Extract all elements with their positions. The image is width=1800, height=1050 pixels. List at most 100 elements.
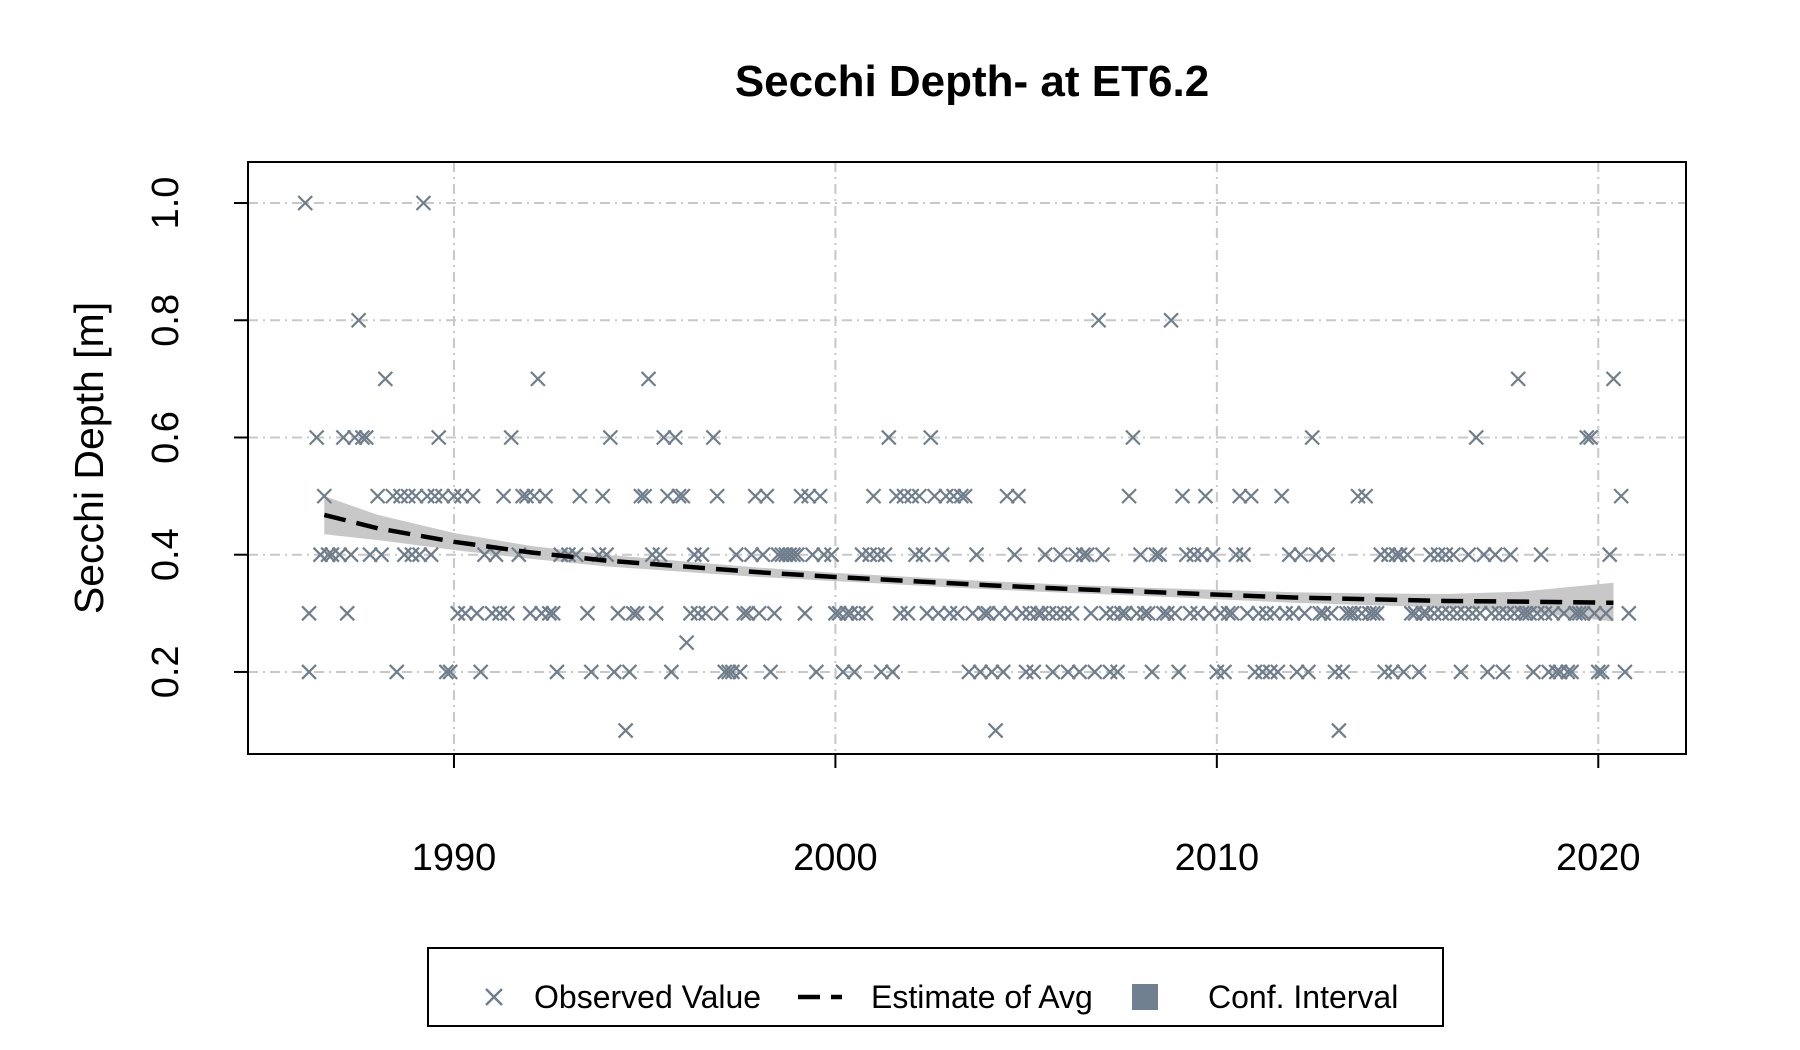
observed-point — [1571, 605, 1587, 622]
observed-point — [1502, 546, 1519, 563]
observed-point — [1380, 546, 1397, 563]
observed-point — [499, 605, 516, 622]
observed-point — [1098, 605, 1114, 622]
observed-point — [884, 664, 901, 680]
observed-point — [800, 488, 817, 504]
legend-label: Conf. Interval — [1208, 979, 1398, 1015]
observed-point — [945, 488, 962, 504]
observed-point — [400, 488, 416, 504]
observed-point — [827, 605, 844, 622]
observed-point — [442, 664, 458, 680]
observed-point — [682, 605, 699, 622]
observed-point — [1144, 664, 1160, 680]
observed-point — [583, 664, 600, 680]
observed-point — [1018, 664, 1034, 680]
observed-point — [984, 664, 1000, 680]
observed-point — [1430, 546, 1446, 563]
observed-point — [1476, 546, 1492, 563]
observed-point — [839, 605, 855, 622]
observed-point — [644, 546, 661, 563]
observed-point — [999, 488, 1015, 504]
estimate-of-avg-line — [323, 512, 1614, 606]
observed-point — [1041, 605, 1057, 622]
observed-point — [1590, 664, 1607, 680]
observed-point — [1239, 605, 1256, 622]
observed-point — [789, 546, 806, 563]
x-tick-label: 2010 — [1175, 837, 1260, 879]
observed-point — [1216, 664, 1233, 680]
y-tick-label: 0.2 — [145, 645, 187, 698]
observed-point — [1014, 605, 1031, 622]
observed-point — [1361, 605, 1378, 622]
observed-point — [934, 546, 950, 563]
observed-point — [671, 488, 687, 504]
observed-point — [568, 546, 584, 563]
confidence-band-layer — [324, 496, 1614, 622]
observed-point — [1296, 605, 1313, 622]
observed-point — [717, 664, 733, 680]
observed-point — [484, 605, 500, 622]
observed-point — [1563, 664, 1580, 680]
observed-point — [900, 605, 916, 622]
observed-point — [1357, 488, 1374, 504]
observed-point — [1228, 546, 1244, 563]
observed-point — [1075, 546, 1092, 563]
observed-point — [919, 605, 935, 622]
observed-point — [1342, 605, 1359, 622]
observed-point — [316, 488, 333, 504]
observed-point — [1273, 488, 1290, 504]
observed-point — [1479, 664, 1496, 680]
observed-point — [713, 605, 729, 622]
observed-point — [1384, 664, 1401, 680]
observed-point — [369, 488, 386, 504]
observed-point — [1117, 605, 1134, 622]
observed-point — [1449, 605, 1465, 622]
observed-point — [450, 605, 466, 622]
observed-point — [358, 429, 375, 446]
observed-point — [1472, 605, 1488, 622]
observed-point — [514, 488, 531, 504]
observed-point — [1456, 605, 1473, 622]
observed-point — [491, 605, 508, 622]
observed-point — [942, 605, 958, 622]
observed-point — [1067, 546, 1084, 563]
observed-point — [1128, 605, 1145, 622]
observed-point — [1327, 664, 1343, 680]
observed-point — [1201, 605, 1217, 622]
observed-point — [1559, 664, 1576, 680]
observed-point — [1617, 664, 1633, 680]
observed-point — [1350, 488, 1366, 504]
observed-point — [774, 546, 790, 563]
observed-point — [766, 605, 783, 622]
observed-point — [1178, 546, 1195, 563]
observed-point — [835, 664, 851, 680]
legend-label: Estimate of Avg — [871, 979, 1093, 1015]
observed-point — [1109, 664, 1126, 680]
observed-point — [1006, 546, 1023, 563]
legend-cross-icon — [485, 988, 503, 1006]
observed-point — [755, 546, 771, 563]
observed-point — [602, 429, 619, 446]
observed-point — [1083, 605, 1099, 622]
observed-point — [1277, 605, 1294, 622]
observed-point — [1071, 664, 1088, 680]
observed-point — [320, 546, 336, 563]
observed-point — [1521, 605, 1538, 622]
observed-point — [1498, 605, 1515, 622]
observed-point — [1537, 605, 1553, 622]
observed-point — [427, 488, 443, 504]
observed-point — [854, 546, 870, 563]
observed-point — [1487, 546, 1504, 563]
observed-point — [1300, 664, 1317, 680]
observed-point — [907, 546, 924, 563]
observed-point — [495, 488, 512, 504]
observed-point — [396, 546, 413, 563]
observed-point — [1308, 546, 1324, 563]
observed-point — [633, 488, 649, 504]
observed-point — [1243, 488, 1259, 504]
observed-point — [1491, 605, 1507, 622]
observed-point — [1567, 605, 1584, 622]
observed-point — [949, 605, 966, 622]
observed-point — [1346, 605, 1362, 622]
observed-point — [858, 605, 874, 622]
